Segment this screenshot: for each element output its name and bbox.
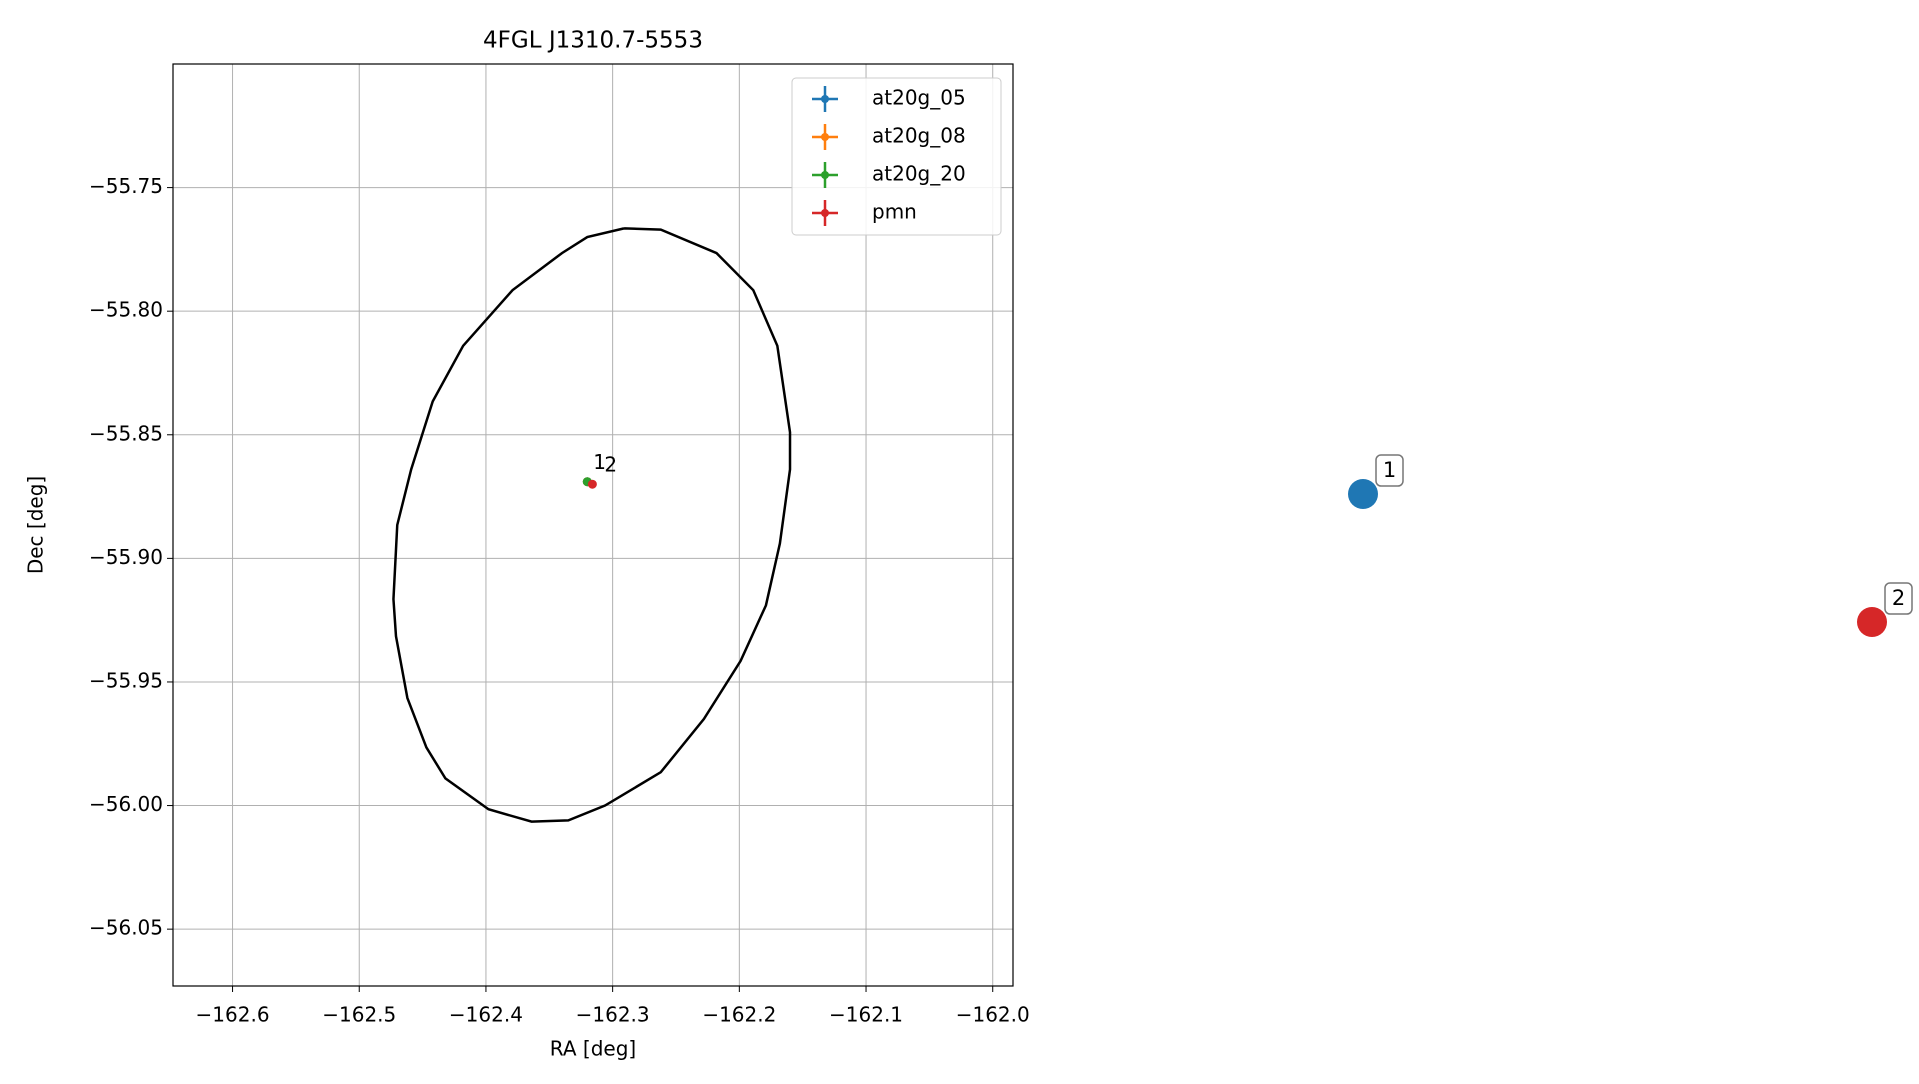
x-tick-label: −162.5 [322,1003,396,1027]
plot-frame [172,63,1014,987]
source-marker [1348,479,1378,509]
x-tick-label: −162.6 [196,1003,270,1027]
x-tick-label: −162.4 [449,1003,523,1027]
source-label-box [1884,582,1913,615]
legend-label: pmn [872,200,917,224]
x-tick-label: −162.2 [702,1003,776,1027]
source-marker [1857,607,1887,637]
legend-marker [821,171,829,179]
y-tick-label: −55.80 [89,298,163,322]
source-label: 1 [1383,458,1396,482]
error-ellipse [392,227,792,823]
data-point [587,479,597,489]
point-label: 2 [604,453,617,477]
y-tick-label: −56.00 [89,792,163,816]
legend-marker [821,95,829,103]
x-axis-label: RA [deg] [550,1037,636,1061]
y-tick-label: −55.90 [89,545,163,569]
source-label: 2 [1892,586,1905,610]
legend-label: at20g_08 [872,124,966,148]
x-tick-label: −162.1 [829,1003,903,1027]
chart-title: 4FGL J1310.7-5553 [483,28,703,54]
y-tick-label: −55.95 [89,668,163,692]
legend-box [791,77,1002,236]
y-axis-label: Dec [deg] [24,476,48,574]
x-tick-label: −162.0 [956,1003,1030,1027]
y-tick-label: −55.85 [89,421,163,445]
legend-marker [821,209,829,217]
x-tick-label: −162.3 [576,1003,650,1027]
legend-marker [821,133,829,141]
legend-label: at20g_05 [872,86,966,110]
point-label: 1 [593,450,606,474]
source-label-box [1375,454,1404,487]
y-tick-label: −56.05 [89,916,163,940]
legend-label: at20g_20 [872,162,966,186]
y-tick-label: −55.75 [89,174,163,198]
